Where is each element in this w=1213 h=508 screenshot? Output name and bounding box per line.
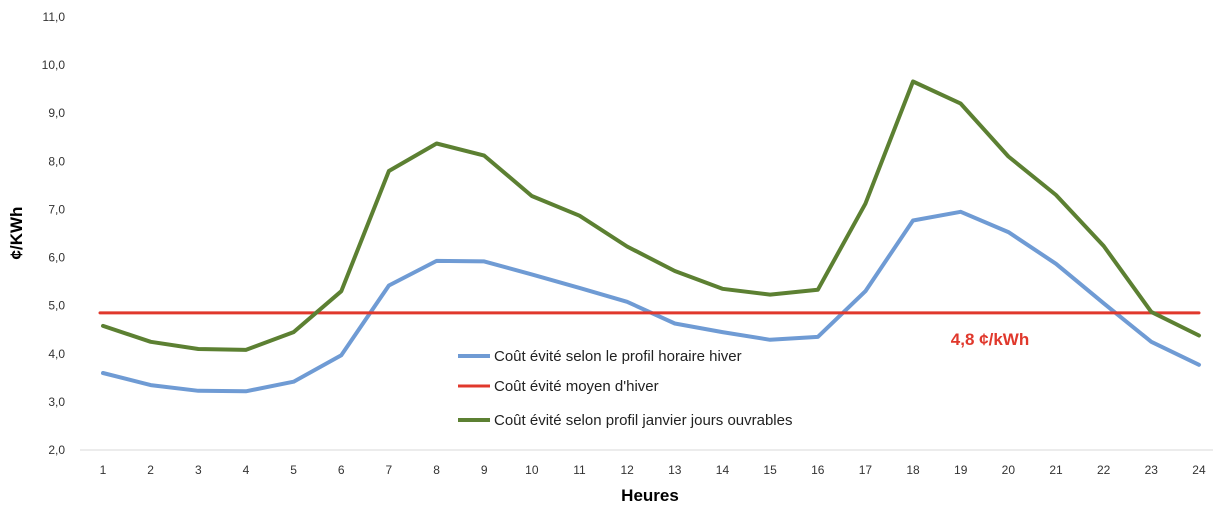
x-axis-tick-labels: 1 2 3 4 5 6 7 8 9 10 11 12 13 14 15 16 17 18 19 20 21 22 23 24: [100, 463, 1206, 477]
y-tick-label: 2,0: [48, 443, 65, 457]
x-tick-label: 23: [1145, 463, 1159, 477]
x-tick-label: 7: [386, 463, 393, 477]
legend: Coût évité selon le profil horaire hiver…: [458, 348, 792, 429]
x-axis-title: Heures: [621, 486, 679, 505]
y-axis-tick-labels: 2,0 3,0 4,0 5,0 6,0 7,0 8,0 9,0 10,0 11,0: [42, 10, 66, 457]
x-tick-label: 5: [290, 463, 297, 477]
x-tick-label: 22: [1097, 463, 1111, 477]
x-tick-label: 2: [147, 463, 154, 477]
x-tick-label: 13: [668, 463, 682, 477]
y-tick-label: 6,0: [48, 251, 65, 265]
series-lines: [100, 82, 1199, 392]
x-tick-label: 21: [1049, 463, 1063, 477]
legend-entry: Coût évité selon profil janvier jours ou…: [494, 412, 792, 429]
x-tick-label: 3: [195, 463, 202, 477]
y-tick-label: 9,0: [48, 106, 65, 120]
x-tick-label: 14: [716, 463, 730, 477]
x-tick-label: 11: [573, 463, 586, 477]
x-tick-label: 1: [100, 463, 107, 477]
y-tick-label: 7,0: [48, 202, 65, 216]
y-tick-label: 8,0: [48, 154, 65, 168]
x-tick-label: 9: [481, 463, 488, 477]
x-tick-label: 8: [433, 463, 440, 477]
x-tick-label: 16: [811, 463, 825, 477]
x-tick-label: 19: [954, 463, 968, 477]
y-axis-title: ¢/KWh: [7, 207, 26, 260]
x-tick-label: 4: [243, 463, 250, 477]
y-tick-label: 10,0: [42, 58, 66, 72]
legend-entry: Coût évité selon le profil horaire hiver: [494, 348, 742, 365]
average-cost-annotation: 4,8 ¢/kWh: [951, 330, 1029, 349]
x-tick-label: 24: [1192, 463, 1206, 477]
x-tick-label: 12: [620, 463, 634, 477]
legend-entry: Coût évité moyen d'hiver: [494, 378, 659, 395]
x-tick-label: 15: [763, 463, 777, 477]
y-tick-label: 11,0: [43, 10, 66, 24]
y-tick-label: 4,0: [48, 347, 65, 361]
y-tick-label: 3,0: [48, 395, 65, 409]
x-tick-label: 6: [338, 463, 345, 477]
x-tick-label: 18: [906, 463, 920, 477]
y-tick-label: 5,0: [48, 299, 65, 313]
x-tick-label: 17: [859, 463, 873, 477]
x-tick-label: 10: [525, 463, 539, 477]
series-line-3: [103, 82, 1199, 350]
x-tick-label: 20: [1002, 463, 1016, 477]
